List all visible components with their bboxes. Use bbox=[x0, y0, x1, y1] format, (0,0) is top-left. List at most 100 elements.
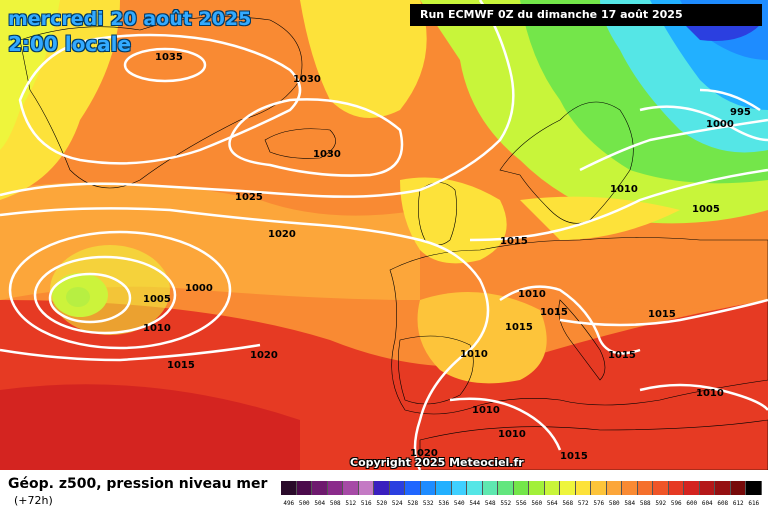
legend-swatch bbox=[544, 481, 560, 495]
land-scandinavia bbox=[499, 101, 634, 224]
legend-swatch bbox=[684, 481, 700, 495]
field-yellow-north bbox=[300, 0, 427, 118]
legend-label: 584 bbox=[624, 500, 636, 507]
legend-swatch bbox=[281, 481, 297, 495]
legend-swatch bbox=[343, 481, 359, 495]
legend-label: 548 bbox=[484, 500, 496, 507]
legend-label: 596 bbox=[670, 500, 682, 507]
legend-label: 612 bbox=[732, 500, 744, 507]
legend-swatch bbox=[746, 481, 762, 495]
pressure-label: 1030 bbox=[313, 149, 341, 160]
pressure-label: 1000 bbox=[185, 283, 213, 294]
legend-label: 512 bbox=[345, 500, 357, 507]
pressure-label-group: 1035 1030 1030 1025 1020 1000 1005 1010 … bbox=[143, 52, 751, 462]
pressure-label: 1010 bbox=[518, 289, 546, 300]
color-legend-labels: 496 500 504 508 512 516 520 524 528 532 536 540 544 5… bbox=[281, 500, 762, 507]
land-iceland bbox=[264, 128, 336, 159]
pressure-label: 1015 bbox=[505, 322, 533, 333]
pressure-label: 1015 bbox=[648, 309, 676, 320]
legend-swatch bbox=[405, 481, 421, 495]
legend-swatch bbox=[312, 481, 328, 495]
footer: Géop. z500, pression niveau mer (+72h) 4… bbox=[0, 470, 768, 512]
field-lightyellow-west bbox=[0, 0, 60, 150]
pressure-label: 1030 bbox=[293, 74, 321, 85]
legend-label: 508 bbox=[329, 500, 341, 507]
isobars bbox=[0, 0, 768, 470]
pressure-label: 1010 bbox=[610, 184, 638, 195]
pressure-label: 1010 bbox=[696, 388, 724, 399]
legend-label: 560 bbox=[531, 500, 543, 507]
legend-label: 572 bbox=[577, 500, 589, 507]
isobar-1015-east bbox=[559, 298, 768, 327]
legend-label: 552 bbox=[500, 500, 512, 507]
pressure-label: 1015 bbox=[560, 451, 588, 462]
legend-label: 576 bbox=[593, 500, 605, 507]
legend-label: 600 bbox=[686, 500, 698, 507]
map-type-title: Géop. z500, pression niveau mer bbox=[8, 476, 268, 492]
legend-swatch bbox=[575, 481, 591, 495]
isobar-1010-iberia bbox=[449, 397, 562, 451]
legend-swatch bbox=[715, 481, 731, 495]
weather-map: 1035 1030 1030 1025 1020 1000 1005 1010 … bbox=[0, 0, 768, 470]
isobar-1000 bbox=[8, 230, 232, 350]
isobar-1035 bbox=[123, 47, 207, 83]
legend-swatch bbox=[637, 481, 653, 495]
legend-swatch bbox=[374, 481, 390, 495]
pressure-label: 1020 bbox=[410, 448, 438, 459]
legend-swatch bbox=[296, 481, 312, 495]
legend-label: 592 bbox=[655, 500, 667, 507]
pressure-label: 1000 bbox=[706, 119, 734, 130]
legend-label: 580 bbox=[608, 500, 620, 507]
legend-swatch bbox=[699, 481, 715, 495]
legend-label: 616 bbox=[748, 500, 760, 507]
legend-label: 564 bbox=[546, 500, 558, 507]
run-info-box: Run ECMWF 0Z du dimanche 17 août 2025 bbox=[410, 4, 762, 26]
legend-label: 608 bbox=[717, 500, 729, 507]
land-iberia bbox=[398, 335, 474, 405]
isobar-1020 bbox=[0, 207, 490, 470]
land-north-africa bbox=[419, 419, 768, 470]
isobar-1010-center bbox=[499, 285, 641, 355]
pressure-label: 1010 bbox=[472, 405, 500, 416]
legend-label: 544 bbox=[469, 500, 481, 507]
legend-swatch bbox=[358, 481, 374, 495]
field-darkred-south bbox=[0, 384, 300, 470]
pressure-label: 1015 bbox=[167, 360, 195, 371]
legend-swatch bbox=[513, 481, 529, 495]
isobar-1000-north bbox=[639, 105, 768, 142]
isobar-1010 bbox=[48, 272, 132, 324]
legend-label: 496 bbox=[283, 500, 295, 507]
legend-swatch bbox=[467, 481, 483, 495]
isobar-1010-southeast bbox=[639, 383, 768, 411]
legend-label: 556 bbox=[515, 500, 527, 507]
legend-swatch bbox=[498, 481, 514, 495]
land-italy bbox=[558, 299, 606, 381]
legend-label: 604 bbox=[701, 500, 713, 507]
field-orange-east bbox=[560, 220, 768, 310]
pressure-label: 1010 bbox=[498, 429, 526, 440]
legend-label: 520 bbox=[376, 500, 388, 507]
pressure-label: 995 bbox=[730, 107, 751, 118]
isobar-1015-central bbox=[469, 168, 768, 242]
legend-label: 504 bbox=[314, 500, 326, 507]
copyright: Copyright 2025 Meteociel.fr bbox=[350, 456, 524, 469]
legend-swatch bbox=[436, 481, 452, 495]
pressure-label: 1015 bbox=[540, 307, 568, 318]
legend-swatch bbox=[622, 481, 638, 495]
land-uk bbox=[418, 182, 457, 246]
pressure-label: 1020 bbox=[268, 229, 296, 240]
isobar-1015-west bbox=[0, 343, 261, 362]
legend-swatch bbox=[560, 481, 576, 495]
pressure-label: 1010 bbox=[143, 323, 171, 334]
isobar-1030-greenland bbox=[18, 33, 302, 165]
isobar-1005 bbox=[33, 255, 177, 335]
legend-swatch bbox=[606, 481, 622, 495]
land-europe bbox=[389, 237, 768, 415]
legend-label: 540 bbox=[453, 500, 465, 507]
legend-swatch bbox=[668, 481, 684, 495]
pressure-label: 1025 bbox=[235, 192, 263, 203]
isobar-1010-scand bbox=[579, 118, 768, 172]
legend-swatch bbox=[730, 481, 746, 495]
legend-label: 568 bbox=[562, 500, 574, 507]
legend-swatch bbox=[327, 481, 343, 495]
